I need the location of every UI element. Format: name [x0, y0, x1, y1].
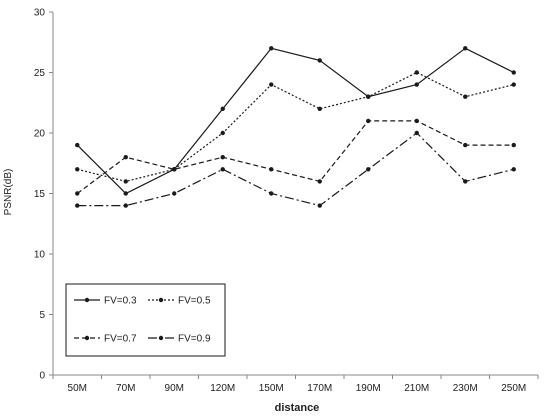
- data-point: [220, 167, 225, 172]
- y-tick-label: 10: [34, 250, 46, 261]
- data-point: [511, 70, 516, 75]
- data-point: [269, 46, 274, 51]
- x-tick-label: 90M: [165, 383, 184, 394]
- data-point: [123, 155, 128, 160]
- data-point: [75, 203, 80, 208]
- series-layer: [75, 46, 516, 208]
- data-point: [123, 191, 128, 196]
- legend-label: FV=0.7: [104, 334, 137, 345]
- y-tick-label: 25: [34, 68, 46, 79]
- y-tick-label: 5: [39, 310, 45, 321]
- data-point: [463, 46, 468, 51]
- y-tick-label: 0: [39, 371, 45, 382]
- x-tick-label: 50M: [68, 383, 87, 394]
- y-tick-label: 15: [34, 189, 46, 200]
- data-point: [511, 142, 516, 148]
- legend-marker: [84, 335, 90, 341]
- legend-box: [65, 283, 226, 357]
- legend-marker: [84, 297, 90, 303]
- data-point: [366, 167, 371, 172]
- data-point: [317, 203, 322, 208]
- data-point: [366, 94, 371, 99]
- data-point: [269, 191, 274, 196]
- x-tick-label: 250M: [501, 383, 526, 394]
- data-point: [317, 58, 322, 63]
- data-point: [172, 191, 177, 196]
- x-tick-label: 230M: [453, 383, 478, 394]
- series-line: [76, 47, 515, 195]
- data-point: [269, 82, 274, 87]
- legend-marker: [158, 297, 164, 303]
- series-3: [75, 118, 516, 196]
- legend-label: FV=0.9: [178, 334, 211, 345]
- data-point: [414, 82, 419, 87]
- series-1: [75, 46, 516, 196]
- series-line: [77, 132, 514, 207]
- data-point: [317, 179, 322, 184]
- x-axis-title: distance: [275, 402, 320, 414]
- legend-marker: [158, 335, 164, 341]
- data-point: [317, 106, 322, 112]
- series-4: [75, 130, 516, 208]
- data-point: [511, 82, 516, 87]
- y-tick-label: 30: [34, 8, 46, 19]
- data-point: [463, 94, 468, 99]
- data-point: [463, 179, 468, 184]
- data-point: [220, 106, 225, 112]
- data-point: [414, 130, 419, 136]
- y-tick-label: 20: [34, 129, 46, 140]
- data-point: [511, 167, 516, 172]
- x-tick-label: 190M: [356, 383, 381, 394]
- data-point: [123, 179, 128, 184]
- x-tick-label: 210M: [404, 383, 429, 394]
- data-point: [366, 118, 371, 124]
- x-tick-label: 170M: [307, 383, 332, 394]
- data-point: [269, 167, 274, 172]
- data-point: [75, 167, 80, 172]
- data-point: [123, 203, 128, 208]
- data-point: [463, 142, 468, 148]
- y-axis-title: PSNR(dB): [3, 169, 14, 216]
- data-point: [220, 155, 225, 160]
- series-line: [77, 71, 514, 183]
- axes: 0 5 10 15 20 25 30 50M 70M 90M 120M 150M 170M 190M 210…: [34, 8, 539, 394]
- legend-label: FV=0.3: [104, 296, 137, 307]
- x-tick-label: 150M: [259, 383, 284, 394]
- x-tick-label: 70M: [116, 383, 135, 394]
- data-point: [414, 70, 419, 75]
- legend: FV=0.3 FV=0.5 FV=0.7 FV=0.9: [65, 283, 226, 357]
- legend-label: FV=0.5: [178, 296, 211, 307]
- x-tick-label: 120M: [210, 383, 235, 394]
- series-line: [76, 120, 514, 194]
- data-point: [414, 118, 419, 124]
- data-point: [75, 142, 80, 148]
- data-point: [172, 167, 177, 172]
- data-point: [220, 130, 225, 136]
- data-point: [75, 191, 80, 196]
